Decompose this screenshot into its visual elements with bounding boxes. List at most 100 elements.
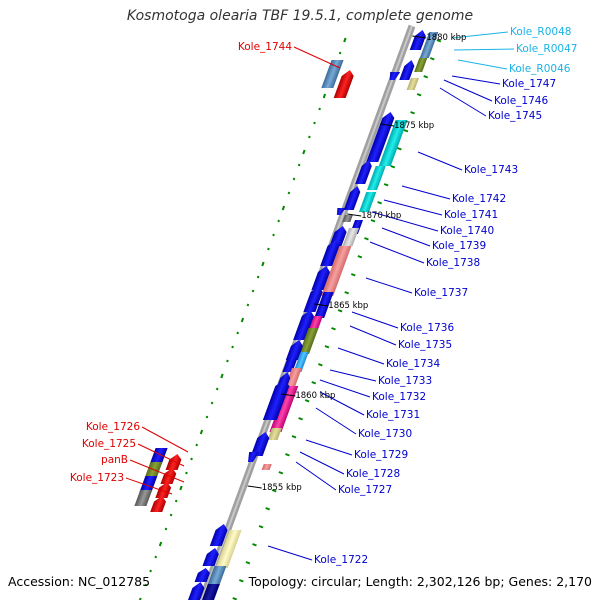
gene-label[interactable]: Kole_1732 [372, 391, 426, 403]
gene-label[interactable]: Kole_1745 [488, 110, 542, 122]
guide-dot [277, 219, 280, 223]
minor-tick [278, 471, 284, 475]
gene-label[interactable]: Kole_1737 [414, 287, 468, 299]
gene-label[interactable]: Kole_1733 [378, 375, 432, 387]
gene-feature [285, 368, 302, 386]
leader-line [337, 347, 385, 365]
guide-dot [261, 261, 265, 267]
leader-line [319, 391, 365, 416]
minor-tick [265, 507, 271, 511]
gene-feature [342, 228, 360, 246]
gene-label[interactable]: Kole_1744 [238, 41, 292, 53]
guide-dot [272, 233, 275, 237]
gene-feature [262, 380, 290, 420]
guide-dot [292, 177, 296, 181]
guide-dot [297, 163, 301, 167]
gene-label[interactable]: Kole_R0046 [509, 63, 571, 75]
gene-label[interactable]: Kole_1734 [386, 358, 440, 370]
minor-tick [390, 165, 396, 169]
gene-label[interactable]: Kole_1743 [464, 164, 518, 176]
gene-feature [333, 70, 354, 98]
guide-dot [256, 275, 260, 279]
gene-label[interactable]: panB [101, 454, 128, 466]
gene-label[interactable]: Kole_1722 [314, 554, 368, 566]
gene-label[interactable]: Kole_1738 [426, 257, 480, 269]
guide-dot [313, 121, 316, 125]
guide-dot [154, 555, 158, 559]
guide-dot [195, 443, 199, 447]
gene-feature [250, 432, 270, 456]
leader-line [267, 545, 313, 561]
gene-feature [139, 476, 158, 492]
gene-label[interactable]: Kole_1723 [70, 472, 124, 484]
tick-label: 1875 kbp [394, 121, 434, 131]
leader-line [319, 379, 371, 398]
leader-line [305, 439, 353, 456]
guide-dot [210, 401, 214, 405]
minor-tick [370, 219, 376, 223]
gene-feature [406, 78, 419, 90]
gene-feature [165, 454, 182, 470]
gene-feature [320, 240, 340, 266]
minor-tick [258, 525, 264, 529]
tick-label: 1865 kbp [328, 301, 368, 311]
gene-feature [247, 452, 260, 462]
gene-label[interactable]: Kole_1726 [86, 421, 140, 433]
gene-label[interactable]: Kole_1725 [82, 438, 136, 450]
guide-dot [287, 191, 291, 195]
gene-feature [378, 120, 408, 166]
gene-label[interactable]: Kole_1731 [366, 409, 420, 421]
gene-feature [311, 266, 331, 290]
guide-dot [251, 289, 255, 293]
map-title: Kosmotoga olearia TBF 19.5.1, complete g… [126, 8, 474, 24]
leader-line [125, 477, 173, 495]
guide-dot [174, 499, 178, 503]
leader-line [141, 426, 189, 453]
leader-line [453, 48, 515, 51]
gene-label[interactable]: Kole_1740 [440, 225, 494, 237]
minor-tick [364, 237, 369, 241]
minor-tick [436, 39, 442, 43]
gene-label[interactable]: Kole_R0048 [510, 26, 571, 38]
gene-label[interactable]: Kole_1739 [432, 240, 486, 252]
gene-feature [188, 582, 205, 600]
gene-label[interactable]: Kole_1736 [400, 322, 454, 334]
gene-label[interactable]: Kole_1729 [354, 449, 408, 461]
minor-tick [403, 129, 409, 133]
gene-feature [150, 496, 167, 512]
gene-feature [202, 584, 220, 600]
guide-dot [338, 51, 342, 55]
gene-feature [293, 352, 309, 372]
minor-tick [298, 417, 303, 421]
leader-line [329, 369, 377, 382]
gene-label[interactable]: Kole_1746 [494, 95, 548, 107]
guide-dot [318, 107, 321, 111]
gene-label[interactable]: Kole_1742 [452, 193, 506, 205]
gene-feature [134, 490, 153, 506]
gene-feature [399, 60, 415, 80]
gene-label[interactable]: Kole_1728 [346, 468, 400, 480]
leader-line [417, 151, 463, 171]
gene-feature [336, 208, 346, 215]
gene-feature [414, 58, 428, 72]
gene-label[interactable]: Kole_1727 [338, 484, 392, 496]
minor-tick [245, 561, 251, 565]
gene-feature [298, 328, 319, 354]
gene-feature [321, 246, 352, 296]
guide-dot [144, 583, 147, 587]
gene-label[interactable]: Kole_1747 [502, 78, 556, 90]
leader-line [369, 241, 425, 264]
leader-line [299, 451, 345, 475]
gene-label[interactable]: Kole_1741 [444, 209, 498, 221]
minor-tick [416, 93, 422, 97]
gene-feature [303, 286, 323, 312]
minor-tick [304, 399, 310, 403]
gene-label[interactable]: Kole_1735 [398, 339, 452, 351]
leader-line [451, 75, 501, 85]
major-tick [281, 393, 296, 397]
minor-tick [285, 453, 290, 457]
minor-tick [410, 111, 415, 115]
gene-label[interactable]: Kole_1730 [358, 428, 412, 440]
gene-label[interactable]: Kole_R0047 [516, 43, 577, 55]
gene-feature [267, 428, 282, 440]
